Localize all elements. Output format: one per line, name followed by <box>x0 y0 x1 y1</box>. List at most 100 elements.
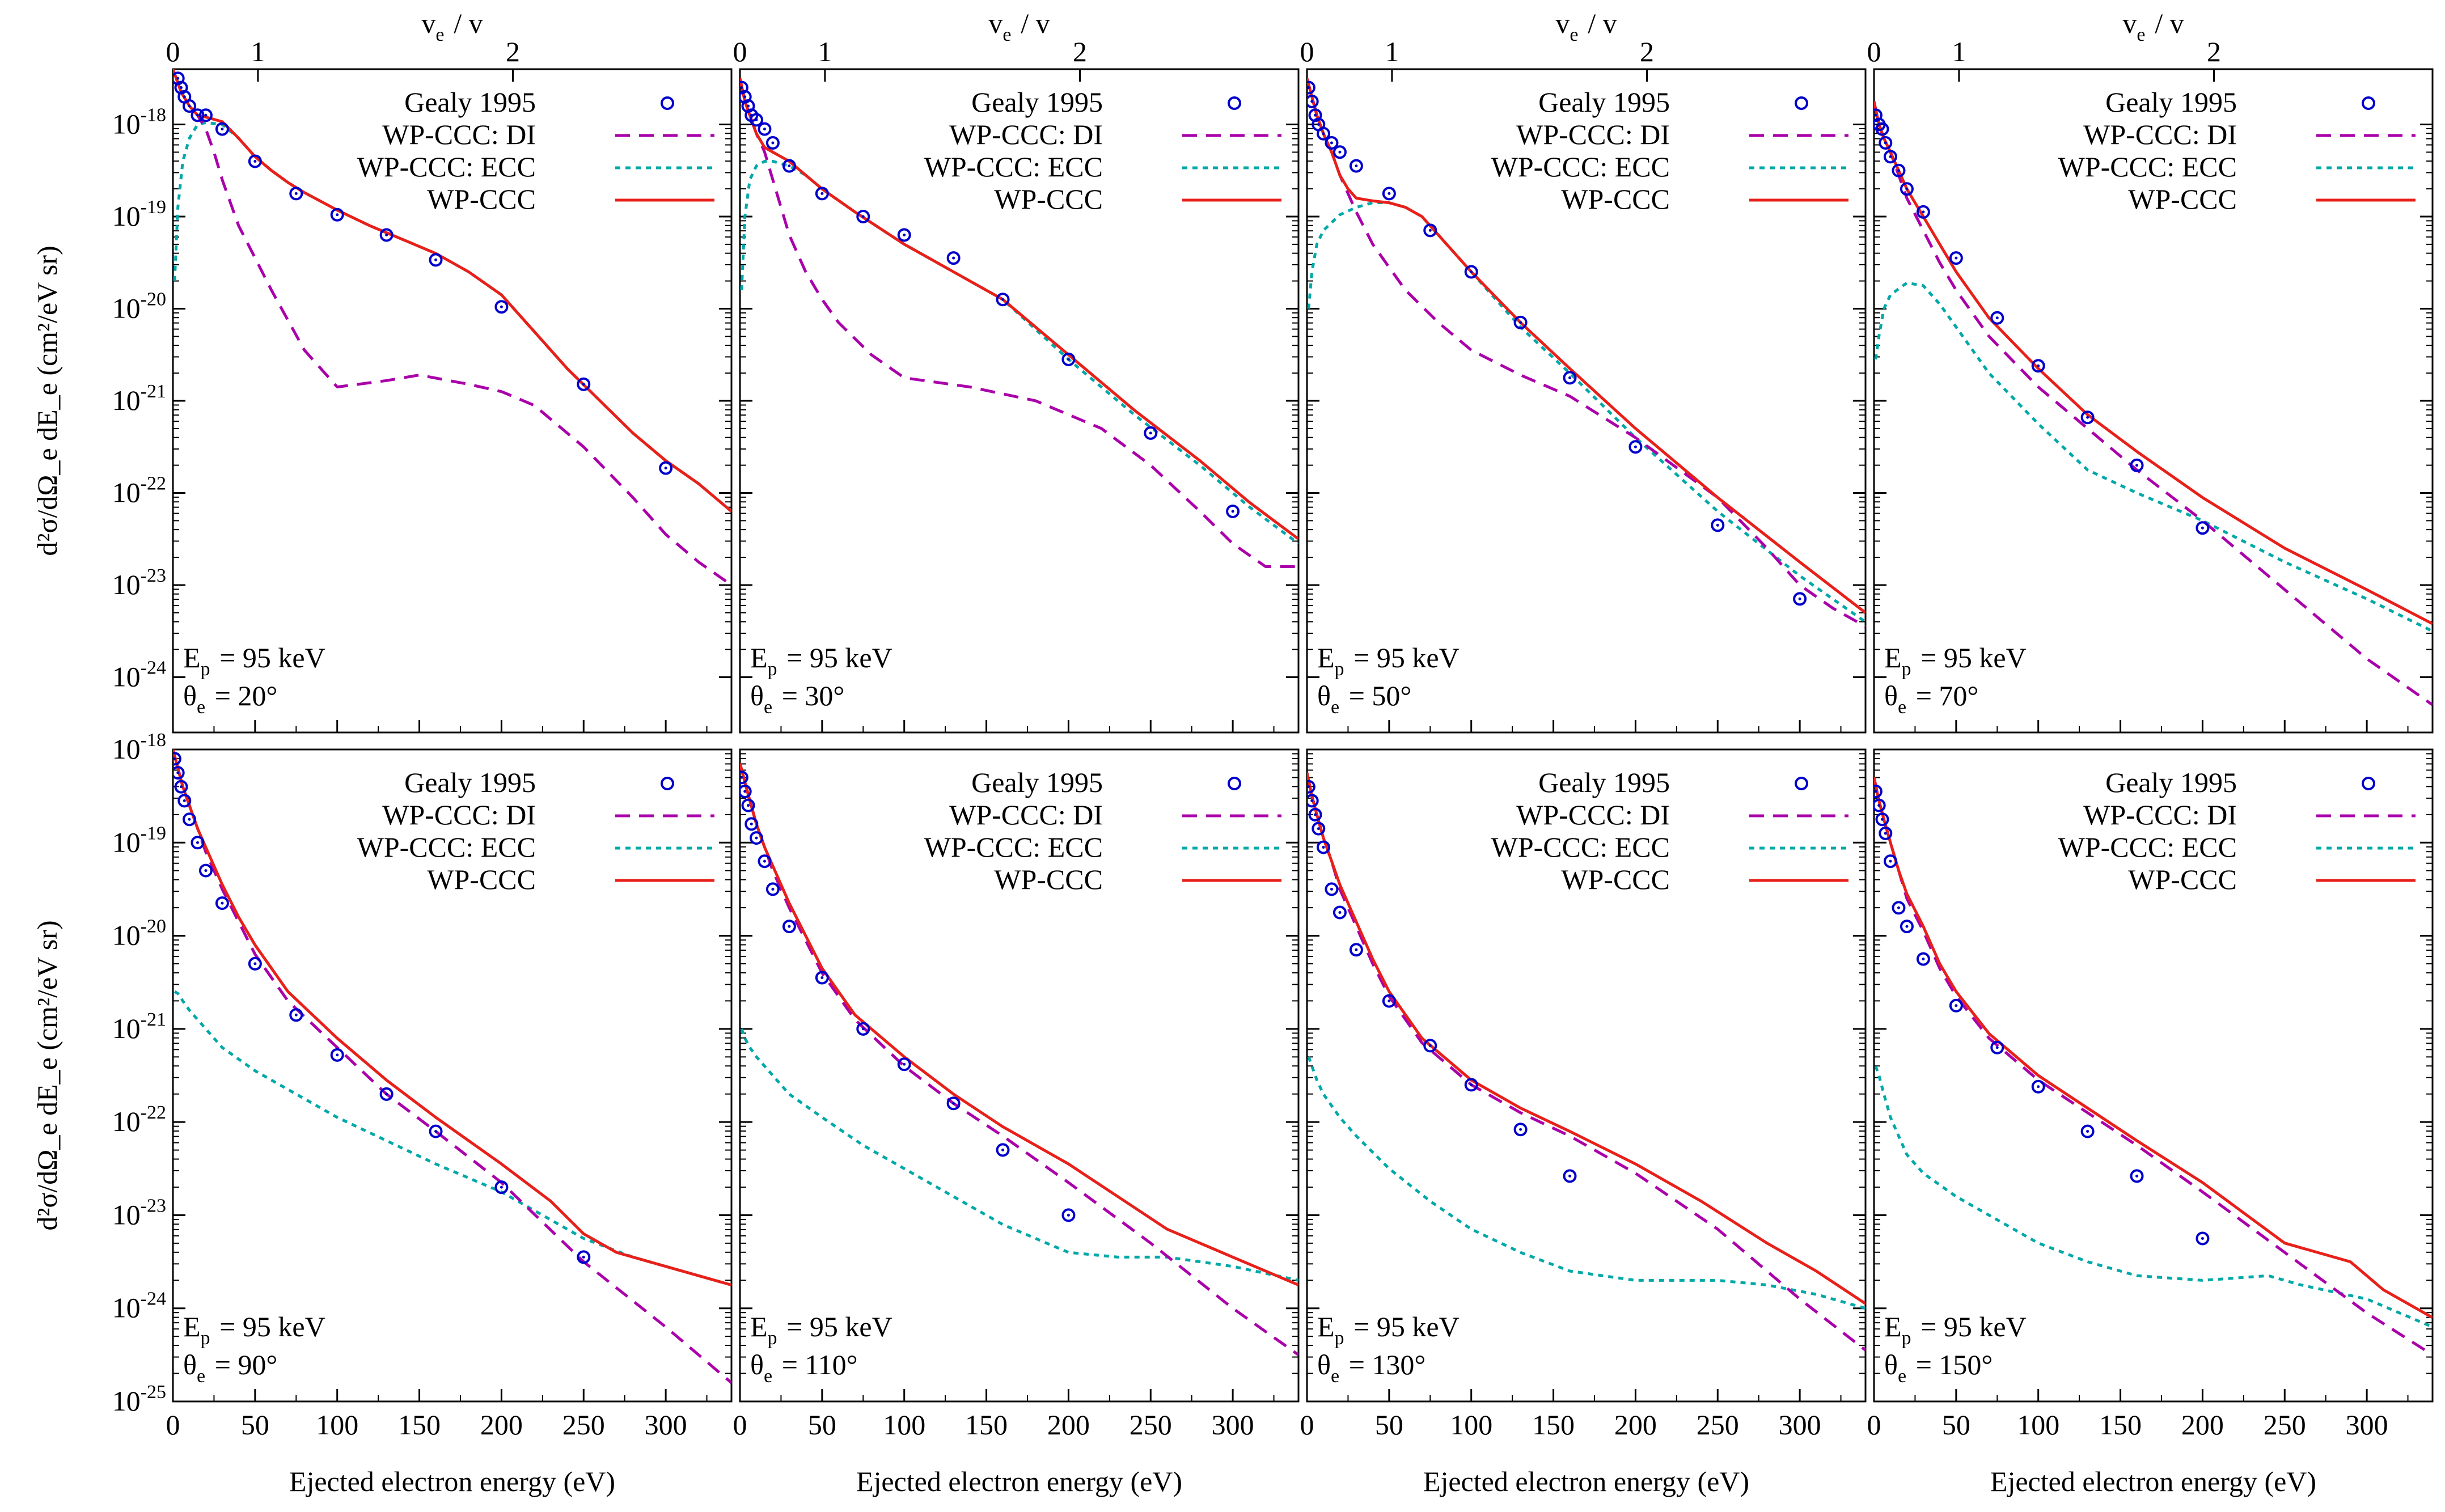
gealy-point-center <box>755 118 758 121</box>
gealy-point-center <box>1317 827 1320 831</box>
gealy-point-center <box>788 925 791 928</box>
legend-marker <box>1228 777 1241 790</box>
gealy-point-center <box>903 1062 906 1066</box>
gealy-point <box>1382 187 1396 201</box>
legend-label: WP-CCC: DI <box>382 799 536 831</box>
gealy-point-center <box>1067 1213 1070 1217</box>
ecc-curve <box>1307 201 1866 624</box>
legend-marker <box>1228 96 1241 110</box>
panel-1: 10-24 10-23 10-22 10-21 10-20 10-19 10-18 0 1 2 ve… <box>112 7 733 734</box>
ecc-curve <box>1874 281 2433 633</box>
gealy-point <box>182 812 196 827</box>
gealy-point-center <box>1388 192 1391 195</box>
gealy-point <box>745 817 759 831</box>
panel-5: 10-25 10-24 10-23 10-22 10-21 10-20 10-19 10-18… <box>112 730 733 1441</box>
gealy-point-center <box>1874 790 1877 793</box>
gealy-point-center <box>1355 948 1358 951</box>
angle-label: θe = 90° <box>183 1349 277 1387</box>
legend-label: WP-CCC: ECC <box>924 151 1103 183</box>
projectile-energy-label: Ep = 95 keV <box>1317 1311 1460 1349</box>
gealy-point-center <box>294 192 298 195</box>
gealy-point <box>577 1250 591 1264</box>
x-tick-label: 150 <box>398 1409 441 1441</box>
gealy-point <box>741 798 755 812</box>
gealy-point-center <box>763 128 766 131</box>
top-tick-label: 2 <box>506 36 520 67</box>
projectile-energy-label: Ep = 95 keV <box>183 1311 325 1349</box>
gealy-point-center <box>183 799 186 802</box>
gealy-point-center <box>746 104 750 108</box>
gealy-point-center <box>1388 999 1391 1003</box>
curves <box>1874 777 2433 1357</box>
gealy-point-center <box>1428 228 1432 232</box>
projectile-energy-label: Ep = 95 keV <box>1884 1311 2027 1349</box>
gealy-point <box>577 377 591 391</box>
gealy-point <box>782 159 796 173</box>
gealy-point-center <box>188 104 191 108</box>
gealy-point-center <box>1995 316 1999 320</box>
y-tick-label: 10-18 <box>112 105 166 140</box>
y-tick-label: 10-19 <box>112 823 166 858</box>
legend-label: WP-CCC: ECC <box>2058 151 2237 183</box>
projectile-energy-label: Ep = 95 keV <box>1884 642 2027 680</box>
gealy-point-center <box>1905 925 1909 928</box>
legend-label: WP-CCC: DI <box>2083 118 2237 150</box>
gealy-point-center <box>952 256 955 260</box>
gealy-point-center <box>2201 1237 2204 1240</box>
gealy-point-center <box>1889 859 1892 863</box>
angle-label: θe = 20° <box>183 680 277 718</box>
gealy-point <box>289 187 303 201</box>
top-tick-label: 1 <box>1385 36 1399 67</box>
wpccc-curve <box>173 69 731 513</box>
gealy-point-center <box>1428 1044 1432 1047</box>
legend-label: WP-CCC <box>994 183 1103 215</box>
legend-label: WP-CCC: DI <box>1516 799 1670 831</box>
gealy-point <box>2196 521 2210 535</box>
gealy-point <box>1333 905 1347 920</box>
legend-label: Gealy 1995 <box>404 766 536 798</box>
gealy-point <box>758 854 772 869</box>
gealy-point <box>429 1124 443 1138</box>
gealy-point-center <box>221 901 224 905</box>
gealy-point <box>996 293 1010 307</box>
legend-marker <box>1795 96 1808 110</box>
gealy-point <box>494 1180 509 1195</box>
gealy-point-center <box>1310 799 1314 802</box>
legend-label: Gealy 1995 <box>1538 766 1670 798</box>
gealy-point <box>191 108 205 122</box>
gealy-point-center <box>434 1130 438 1133</box>
x-tick-label: 250 <box>562 1409 605 1441</box>
gealy-point <box>330 1048 344 1062</box>
wpccc-curve <box>1307 78 1866 614</box>
panel-frame <box>1873 748 2434 1403</box>
x-tick-label: 100 <box>1450 1409 1492 1441</box>
y-tick-label: 10-21 <box>112 1009 166 1044</box>
ecc-curve <box>1307 1056 1866 1310</box>
y-axis-label: d²σ/dΩ_e dE_e (cm²/eV sr) <box>31 920 63 1230</box>
legend-label: WP-CCC <box>994 863 1103 895</box>
gealy-point-center <box>179 785 183 789</box>
x-tick-label: 100 <box>883 1409 925 1441</box>
gealy-point <box>1382 994 1396 1008</box>
gealy-point-center <box>1317 123 1320 126</box>
gealy-point-center <box>1338 150 1342 154</box>
gealy-point-center <box>2037 364 2040 367</box>
gealy-point-center <box>1884 141 1887 145</box>
x-tick-label: 300 <box>645 1409 687 1441</box>
gealy-point-center <box>740 776 743 779</box>
x-axis-label: Ejected electron energy (eV) <box>1990 1466 2316 1497</box>
gealy-point <box>1892 901 1906 915</box>
gealy-point-center <box>743 95 747 99</box>
gealy-point-center <box>1897 906 1900 909</box>
gealy-point <box>177 794 192 808</box>
gealy-point-center <box>1338 911 1342 914</box>
gealy-point-center <box>1322 132 1325 135</box>
curves <box>740 78 1298 568</box>
gealy-point-center <box>2135 464 2139 467</box>
gealy-point <box>897 228 911 242</box>
